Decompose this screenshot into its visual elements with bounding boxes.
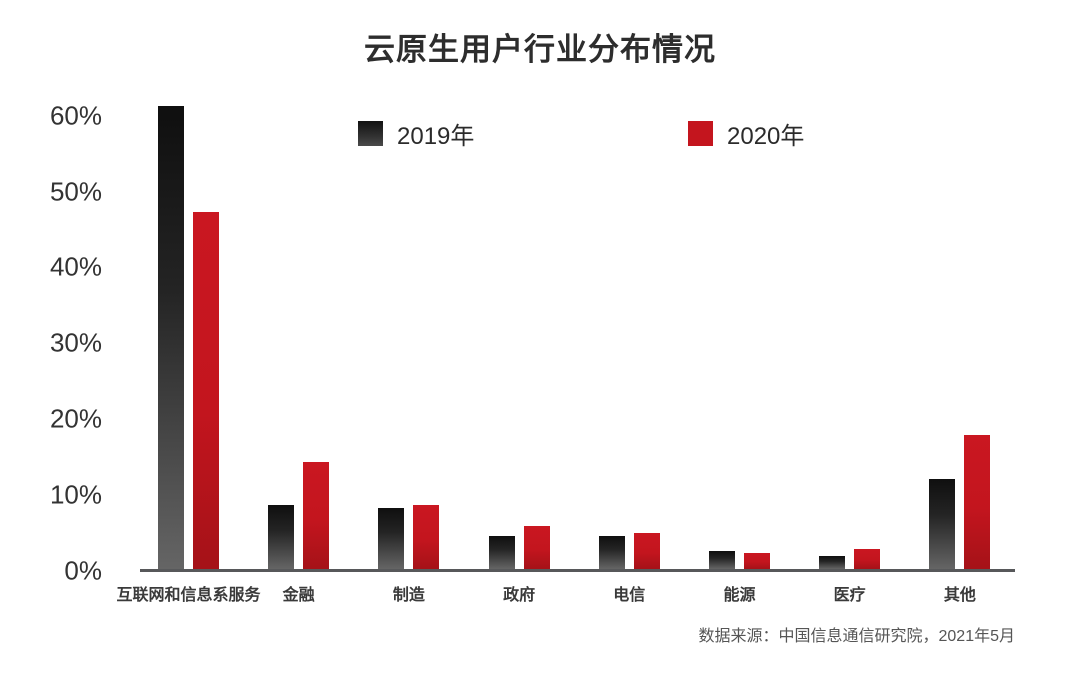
bar-2020年-其他 xyxy=(964,435,991,569)
x-category-label: 金融 xyxy=(282,587,315,604)
bar-2019年-金融 xyxy=(268,505,295,569)
bar-2019年-互联网和信息系服务 xyxy=(158,106,184,569)
legend-label-2020: 2020年 xyxy=(727,123,805,150)
bar-2020年-能源 xyxy=(744,553,770,569)
x-category-label: 互联网和信息系服务 xyxy=(116,587,261,604)
bar-2019年-制造 xyxy=(378,508,405,569)
bar-2020年-互联网和信息系服务 xyxy=(193,212,219,569)
chart-title: 云原生用户行业分布情况 xyxy=(364,32,716,67)
bar-2020年-医疗 xyxy=(854,549,881,569)
x-category-label: 电信 xyxy=(613,587,646,604)
y-tick-label: 60% xyxy=(49,100,102,131)
x-category-label: 其他 xyxy=(943,587,976,604)
bar-2019年-医疗 xyxy=(819,556,846,569)
x-axis-line xyxy=(140,569,1015,572)
bar-2019年-政府 xyxy=(488,535,515,569)
bar-2019年-其他 xyxy=(929,478,956,569)
bar-2020年-电信 xyxy=(633,533,660,569)
bar-2020年-政府 xyxy=(523,525,550,569)
y-tick-label: 40% xyxy=(49,251,102,282)
bar-2020年-制造 xyxy=(413,505,440,569)
bar-2019年-能源 xyxy=(709,550,735,569)
x-category-label: 医疗 xyxy=(833,587,866,604)
x-category-label: 政府 xyxy=(503,587,536,604)
source-note: 数据来源：中国信息通信研究院，2021年5月 xyxy=(698,628,1016,645)
y-tick-label: 20% xyxy=(49,403,102,434)
legend-item-2020: 2020年 xyxy=(688,116,804,151)
legend-swatch-2020 xyxy=(688,121,713,146)
bar-2019年-电信 xyxy=(598,536,625,569)
y-tick-label: 10% xyxy=(49,479,102,510)
legend-label-2019: 2019年 xyxy=(397,123,475,150)
y-tick-label: 30% xyxy=(49,327,102,358)
y-tick-label: 0% xyxy=(64,555,102,586)
legend-item-2019: 2019年 xyxy=(358,116,474,151)
x-category-label: 制造 xyxy=(392,587,425,604)
y-tick-label: 50% xyxy=(49,176,102,206)
x-category-label: 能源 xyxy=(723,587,756,604)
bar-2020年-金融 xyxy=(303,461,330,569)
legend-swatch-2019 xyxy=(358,121,383,146)
